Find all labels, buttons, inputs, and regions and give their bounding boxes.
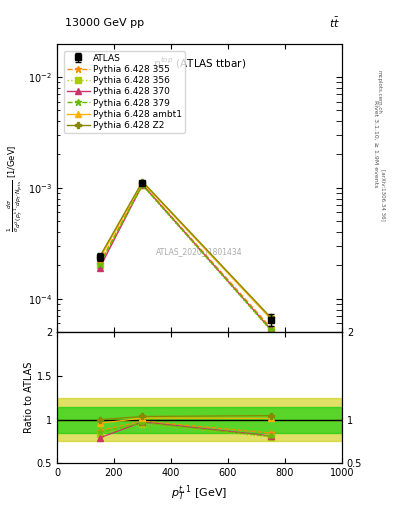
Text: ATLAS_2020_I1801434: ATLAS_2020_I1801434 [156, 247, 243, 256]
Pythia 6.428 370 [268, 326, 273, 332]
Pythia 6.428 ambt1 [268, 316, 273, 322]
Pythia 6.428 356 [268, 327, 273, 333]
Pythia 6.428 379 [140, 182, 145, 188]
Line: Pythia 6.428 356: Pythia 6.428 356 [96, 182, 274, 334]
Pythia 6.428 355 [140, 181, 145, 187]
Pythia 6.428 ambt1 [97, 255, 102, 262]
Text: 13000 GeV pp: 13000 GeV pp [65, 18, 144, 28]
Pythia 6.428 Z2 [97, 253, 102, 260]
Line: Pythia 6.428 379: Pythia 6.428 379 [96, 182, 274, 333]
Text: $t\bar{t}$: $t\bar{t}$ [329, 16, 340, 30]
Text: mcplots.cern.ch: mcplots.cern.ch [377, 70, 382, 114]
Pythia 6.428 356 [97, 262, 102, 268]
Line: Pythia 6.428 Z2: Pythia 6.428 Z2 [96, 178, 274, 321]
Text: $p_T^{top}$ (ATLAS ttbar): $p_T^{top}$ (ATLAS ttbar) [153, 55, 246, 73]
Legend: ATLAS, Pythia 6.428 355, Pythia 6.428 356, Pythia 6.428 370, Pythia 6.428 379, P: ATLAS, Pythia 6.428 355, Pythia 6.428 35… [64, 51, 185, 133]
Line: Pythia 6.428 355: Pythia 6.428 355 [96, 181, 274, 331]
Text: Rivet 3.1.10, ≥ 1.9M events: Rivet 3.1.10, ≥ 1.9M events [373, 100, 378, 187]
Pythia 6.428 Z2 [140, 179, 145, 185]
Pythia 6.428 356 [140, 182, 145, 188]
Line: Pythia 6.428 370: Pythia 6.428 370 [96, 181, 274, 333]
Text: [arXiv:1306.34 36]: [arXiv:1306.34 36] [381, 168, 386, 221]
Pythia 6.428 379 [268, 327, 273, 333]
Pythia 6.428 Z2 [268, 314, 273, 321]
X-axis label: $p_T^{t,1}$ [GeV]: $p_T^{t,1}$ [GeV] [171, 484, 228, 504]
Y-axis label: $\frac{1}{\sigma}\frac{d\sigma}{d^2(p_T^{t,1}{\cdot}dp_T{\cdot}N_\mathrm{jets}}$: $\frac{1}{\sigma}\frac{d\sigma}{d^2(p_T^… [5, 144, 25, 231]
Pythia 6.428 355 [97, 260, 102, 266]
Pythia 6.428 355 [268, 325, 273, 331]
Pythia 6.428 379 [97, 261, 102, 267]
Pythia 6.428 ambt1 [140, 179, 145, 185]
Y-axis label: Ratio to ATLAS: Ratio to ATLAS [24, 362, 34, 434]
Pythia 6.428 370 [140, 182, 145, 188]
Line: Pythia 6.428 ambt1: Pythia 6.428 ambt1 [96, 179, 274, 322]
Pythia 6.428 370 [97, 265, 102, 271]
